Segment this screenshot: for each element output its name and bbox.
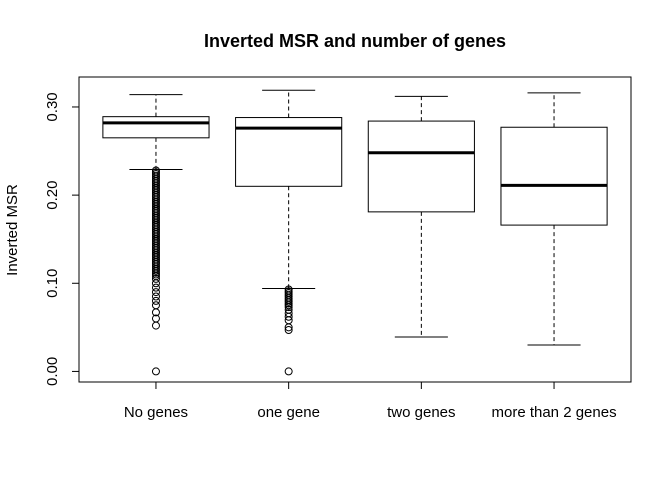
outlier-point bbox=[151, 301, 160, 310]
y-tick-label: 0.30 bbox=[44, 92, 61, 121]
x-tick-label: more than 2 genes bbox=[491, 404, 616, 421]
chart-title: Inverted MSR and number of genes bbox=[204, 31, 506, 51]
outlier-point bbox=[151, 321, 160, 330]
outlier-point bbox=[284, 323, 293, 332]
y-tick-label: 0.20 bbox=[44, 181, 61, 210]
outlier-point bbox=[151, 292, 160, 301]
y-axis: 0.00 0.10 0.20 0.30 bbox=[44, 92, 80, 386]
box-0 bbox=[102, 94, 210, 376]
outlier-point bbox=[284, 367, 293, 376]
y-tick-label: 0.10 bbox=[44, 269, 61, 298]
boxes-group bbox=[102, 89, 608, 376]
box-3 bbox=[500, 92, 608, 346]
outlier-point bbox=[151, 288, 160, 297]
outlier-point bbox=[151, 279, 160, 288]
outlier-point bbox=[151, 367, 160, 376]
outlier-point bbox=[151, 308, 160, 317]
outlier-point bbox=[284, 312, 293, 321]
x-axis: No genes one gene two genes more than 2 gen… bbox=[124, 381, 617, 421]
outlier-point bbox=[151, 283, 160, 292]
outlier-point bbox=[284, 303, 293, 312]
iqr-box bbox=[367, 120, 475, 213]
box-1 bbox=[235, 89, 343, 376]
x-tick-label: No genes bbox=[124, 404, 188, 421]
y-tick-label: 0.00 bbox=[44, 357, 61, 386]
outlier-point bbox=[284, 325, 293, 334]
outlier-point bbox=[151, 296, 160, 305]
x-tick-label: one gene bbox=[257, 404, 320, 421]
y-axis-label: Inverted MSR bbox=[4, 184, 21, 276]
iqr-box bbox=[102, 116, 210, 139]
iqr-box bbox=[500, 126, 608, 226]
x-tick-label: two genes bbox=[387, 404, 455, 421]
box-2 bbox=[367, 95, 475, 338]
outlier-point bbox=[151, 274, 160, 283]
